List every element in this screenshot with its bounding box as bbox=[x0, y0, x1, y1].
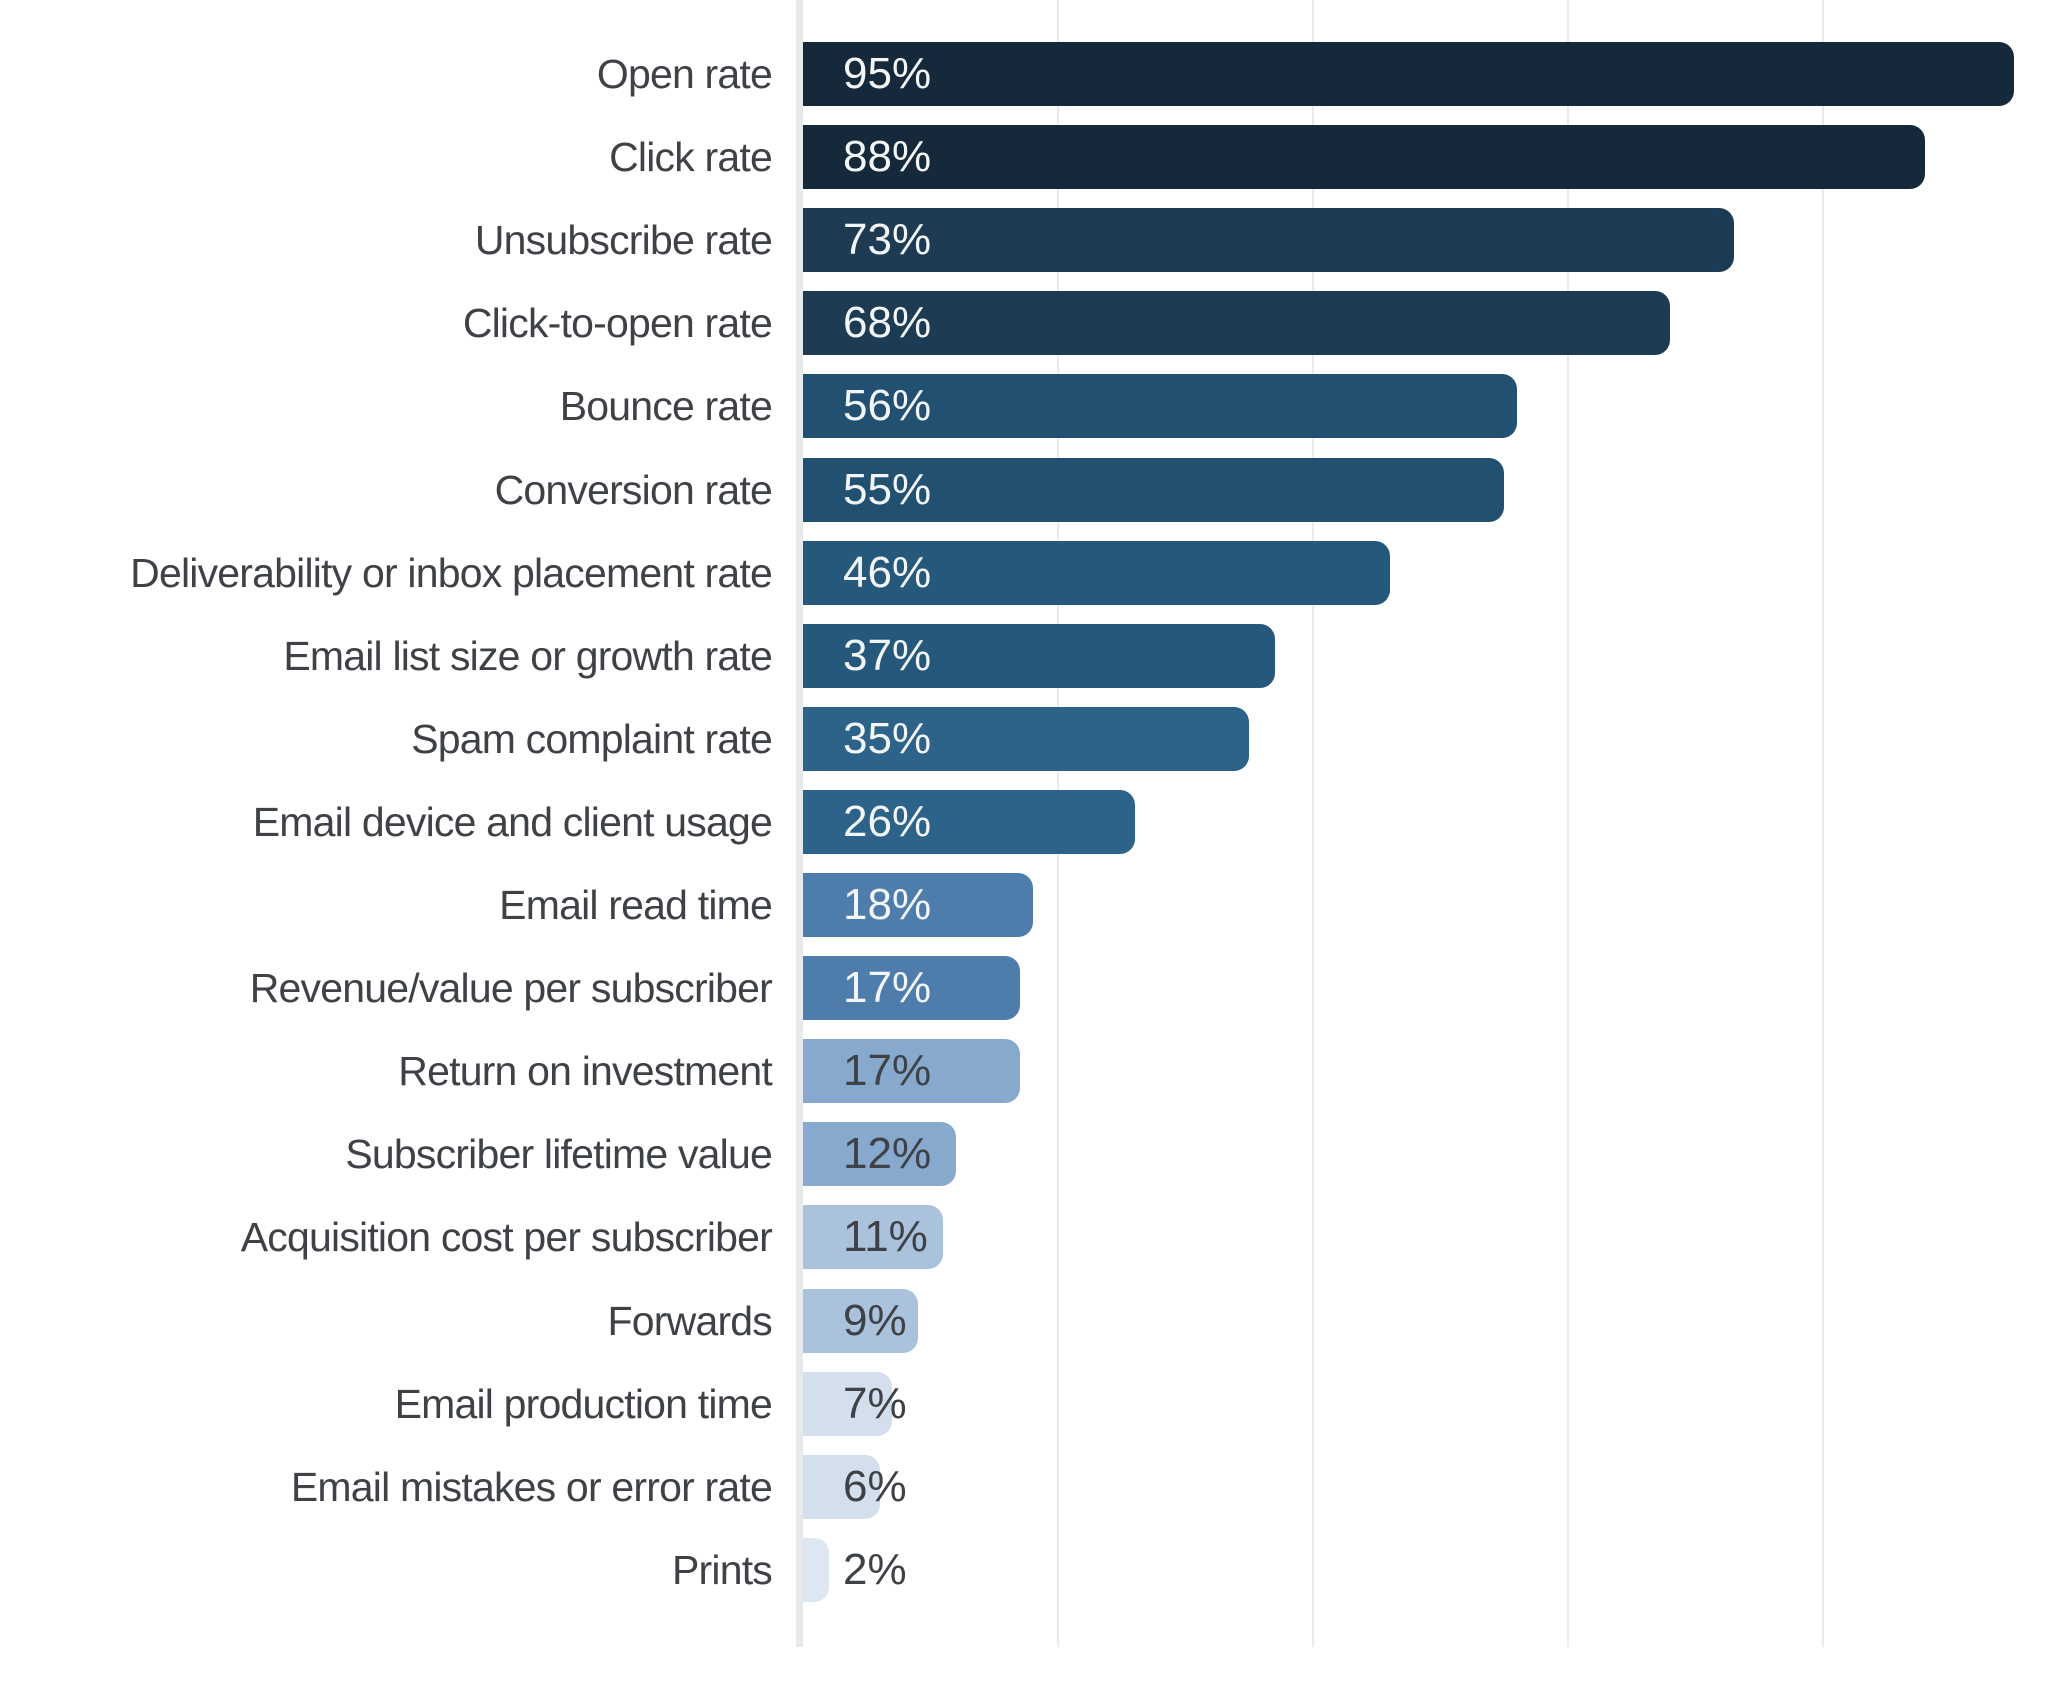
category-label: Return on investment bbox=[398, 1048, 773, 1094]
category-label: Acquisition cost per subscriber bbox=[240, 1214, 773, 1260]
category-label: Email read time bbox=[499, 882, 773, 928]
value-label: 68% bbox=[843, 298, 932, 347]
value-label: 12% bbox=[843, 1129, 932, 1178]
bar bbox=[803, 790, 1135, 854]
value-label: 26% bbox=[843, 797, 932, 846]
value-label: 9% bbox=[843, 1296, 907, 1345]
bar bbox=[803, 125, 1925, 189]
category-label: Email production time bbox=[394, 1381, 773, 1427]
bar bbox=[803, 458, 1504, 522]
bar bbox=[803, 541, 1390, 605]
bar bbox=[803, 1205, 943, 1269]
gridline-40 bbox=[1312, 0, 1314, 1647]
value-label: 11% bbox=[843, 1212, 928, 1261]
value-label: 55% bbox=[843, 465, 932, 514]
value-label: 7% bbox=[843, 1379, 907, 1428]
bar bbox=[803, 1122, 956, 1186]
category-label: Forwards bbox=[607, 1298, 773, 1344]
bar bbox=[803, 1039, 1020, 1103]
value-label: 17% bbox=[843, 963, 932, 1012]
bar bbox=[803, 873, 1033, 937]
category-label: Open rate bbox=[596, 51, 773, 97]
gridline-80 bbox=[1822, 0, 1824, 1647]
category-label: Spam complaint rate bbox=[411, 716, 773, 762]
y-axis-line bbox=[796, 0, 803, 1647]
value-label: 2% bbox=[843, 1545, 907, 1594]
category-label: Email mistakes or error rate bbox=[290, 1464, 773, 1510]
value-label: 88% bbox=[843, 132, 932, 181]
bar bbox=[803, 208, 1734, 272]
value-label: 46% bbox=[843, 548, 932, 597]
bar bbox=[803, 1538, 829, 1602]
category-label: Unsubscribe rate bbox=[474, 217, 773, 263]
category-label: Prints bbox=[671, 1547, 773, 1593]
category-label: Email list size or growth rate bbox=[283, 633, 772, 679]
category-label: Subscriber lifetime value bbox=[345, 1131, 772, 1177]
bar bbox=[803, 291, 1670, 355]
category-label: Click-to-open rate bbox=[462, 300, 773, 346]
bar bbox=[803, 1455, 880, 1519]
category-label: Click rate bbox=[609, 134, 773, 180]
value-label: 18% bbox=[843, 880, 932, 929]
value-label: 73% bbox=[843, 215, 932, 264]
bar bbox=[803, 1289, 918, 1353]
value-label: 35% bbox=[843, 714, 932, 763]
value-label: 17% bbox=[843, 1046, 932, 1095]
bar bbox=[803, 624, 1275, 688]
value-label: 6% bbox=[843, 1462, 907, 1511]
bar bbox=[803, 956, 1020, 1020]
gridline-60 bbox=[1567, 0, 1569, 1647]
bar bbox=[803, 1372, 892, 1436]
value-label: 56% bbox=[843, 381, 932, 430]
bar bbox=[803, 374, 1517, 438]
category-label: Email device and client usage bbox=[252, 799, 773, 845]
category-label: Bounce rate bbox=[559, 383, 773, 429]
value-label: 37% bbox=[843, 631, 932, 680]
bar bbox=[803, 707, 1249, 771]
category-label: Revenue/value per subscriber bbox=[249, 965, 773, 1011]
bar bbox=[803, 42, 2014, 106]
category-label: Conversion rate bbox=[494, 467, 773, 513]
category-label: Deliverability or inbox placement rate bbox=[130, 550, 773, 596]
value-label: 95% bbox=[843, 49, 932, 98]
